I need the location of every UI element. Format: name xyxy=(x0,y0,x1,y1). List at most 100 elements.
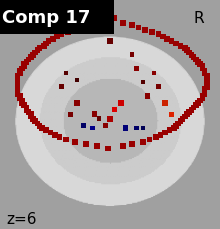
Bar xyxy=(15,84,20,90)
Bar xyxy=(107,116,113,122)
Bar xyxy=(204,84,209,90)
Bar xyxy=(200,93,205,99)
Bar xyxy=(189,52,194,58)
Bar xyxy=(17,68,23,74)
Bar xyxy=(15,89,20,94)
Bar xyxy=(178,43,183,49)
Bar xyxy=(202,68,207,74)
Bar xyxy=(52,132,58,138)
Bar xyxy=(105,146,110,151)
Bar xyxy=(48,130,53,135)
Bar xyxy=(184,47,190,53)
Bar xyxy=(19,98,25,104)
Bar xyxy=(94,143,99,149)
Bar xyxy=(81,123,86,128)
Bar xyxy=(162,100,168,106)
Bar xyxy=(68,112,73,117)
Bar xyxy=(72,27,77,33)
Bar xyxy=(134,66,139,71)
Bar xyxy=(187,109,192,115)
Bar xyxy=(21,63,27,69)
Bar xyxy=(79,25,84,30)
Bar xyxy=(28,112,33,117)
Bar xyxy=(19,100,25,106)
Bar xyxy=(112,107,117,112)
Bar xyxy=(129,22,135,28)
Bar xyxy=(134,126,139,130)
Bar xyxy=(39,125,44,131)
Bar xyxy=(202,91,207,97)
Bar xyxy=(32,118,38,124)
Bar xyxy=(204,73,209,78)
Bar xyxy=(182,114,187,119)
Bar xyxy=(74,100,80,106)
Bar xyxy=(158,132,163,138)
Bar xyxy=(147,136,152,142)
Bar xyxy=(204,79,209,85)
Bar xyxy=(72,139,77,144)
Bar xyxy=(35,120,40,126)
Bar xyxy=(32,50,38,55)
Bar xyxy=(94,20,99,26)
Bar xyxy=(103,18,108,23)
Bar xyxy=(59,31,64,37)
Bar xyxy=(202,89,207,94)
Bar xyxy=(195,59,201,65)
Bar xyxy=(204,77,209,83)
Bar xyxy=(75,78,79,82)
Bar xyxy=(130,52,134,57)
Bar xyxy=(182,45,187,51)
Bar xyxy=(41,43,47,49)
Bar xyxy=(17,93,23,99)
Bar xyxy=(63,136,69,142)
Bar xyxy=(187,50,192,55)
Bar xyxy=(200,63,205,69)
Text: R: R xyxy=(194,11,204,26)
Bar xyxy=(173,123,179,128)
Bar xyxy=(118,100,124,106)
Bar xyxy=(43,127,49,133)
Bar xyxy=(15,82,20,87)
Bar xyxy=(17,70,23,76)
Bar xyxy=(24,105,29,110)
Bar xyxy=(90,126,95,130)
Ellipse shape xyxy=(15,37,205,206)
Bar xyxy=(156,84,161,89)
Bar xyxy=(46,38,51,44)
Bar xyxy=(169,38,174,44)
Bar xyxy=(160,34,166,39)
Bar xyxy=(50,36,55,42)
Bar xyxy=(200,95,205,101)
Bar xyxy=(92,112,97,117)
Bar xyxy=(55,34,60,39)
Text: Comp 17: Comp 17 xyxy=(2,9,91,27)
Bar xyxy=(141,80,145,84)
Bar xyxy=(37,123,42,128)
Bar xyxy=(66,29,71,35)
Bar xyxy=(145,93,150,98)
Bar xyxy=(162,130,168,135)
Bar xyxy=(169,112,174,117)
Bar xyxy=(21,102,27,108)
Bar xyxy=(165,36,170,42)
Bar xyxy=(171,125,176,131)
Bar xyxy=(152,71,156,75)
Bar xyxy=(17,95,23,101)
Bar xyxy=(30,52,36,58)
Bar xyxy=(28,114,33,119)
Text: z=6: z=6 xyxy=(7,212,37,227)
Bar xyxy=(24,107,29,113)
Bar xyxy=(97,116,101,121)
Bar xyxy=(129,141,135,147)
Bar xyxy=(200,66,205,71)
Bar xyxy=(26,57,31,62)
Bar xyxy=(178,118,183,124)
FancyBboxPatch shape xyxy=(0,0,114,34)
Bar xyxy=(156,31,161,37)
Bar xyxy=(198,61,203,67)
Bar xyxy=(28,54,33,60)
Bar xyxy=(112,15,117,21)
Bar xyxy=(189,107,194,113)
Bar xyxy=(30,116,36,122)
Bar xyxy=(193,57,198,62)
